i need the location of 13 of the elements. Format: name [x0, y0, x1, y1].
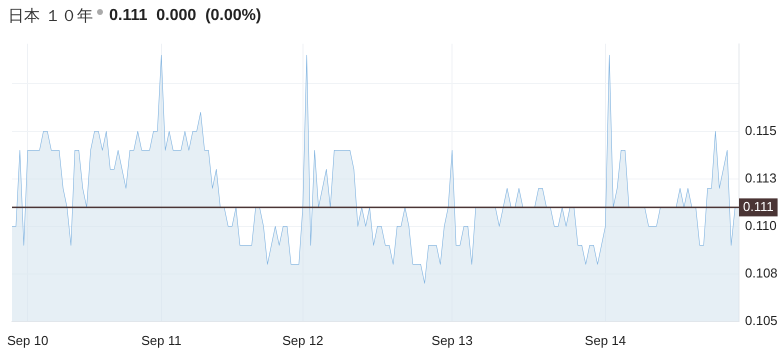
x-tick-label: Sep 13 — [432, 332, 473, 348]
chart-title: 日本 １０年 — [8, 6, 94, 26]
x-tick-label: Sep 14 — [584, 332, 626, 348]
chart-subtitle: 0.111 0.000 (0.00%) — [109, 7, 262, 25]
y-tick-label: 0.110 — [745, 218, 777, 233]
ref-line-label: 0.111 — [743, 198, 774, 214]
x-tick-label: Sep 11 — [141, 332, 182, 348]
x-tick-label: Sep 12 — [282, 332, 324, 348]
y-tick-label: 0.113 — [745, 170, 777, 186]
y-tick-label: 0.108 — [745, 265, 778, 280]
x-tick-label: Sep 10 — [7, 332, 48, 348]
y-tick-label: 0.115 — [745, 122, 777, 138]
y-tick-label: 0.105 — [745, 312, 778, 328]
